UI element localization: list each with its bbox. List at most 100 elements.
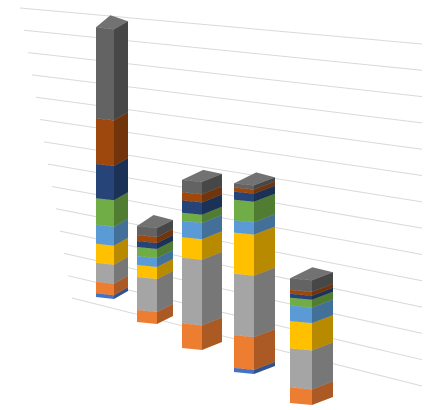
bar-front-face: [290, 289, 312, 296]
bar-front-face: [182, 257, 202, 326]
bar-front-face: [234, 367, 254, 374]
bar-segment: [290, 287, 333, 300]
bar-side-face: [157, 220, 173, 237]
bar-side-face: [254, 181, 275, 194]
bar-side-face: [202, 173, 222, 195]
gridline: [35, 96, 423, 150]
bar-segment: [290, 272, 333, 292]
bar-stack: [96, 15, 128, 299]
bar-front-face: [234, 335, 254, 370]
bar-side-face: [114, 237, 128, 265]
gridline: [31, 74, 423, 124]
bar-side-face: [157, 250, 173, 267]
bar-front-face: [182, 192, 202, 203]
bar-front-face: [234, 187, 254, 194]
bar-side-face: [312, 342, 333, 390]
bar-side-face: [202, 194, 222, 215]
bar-front-face: [96, 293, 114, 299]
bar-side-face: [157, 229, 173, 243]
bar-segment: [182, 186, 222, 203]
bar-top-face: [137, 215, 173, 228]
bar-segment: [137, 229, 173, 243]
bar-side-face: [202, 231, 222, 260]
bars: [96, 15, 333, 405]
gridline: [27, 52, 423, 98]
bar-side-face: [114, 275, 128, 296]
bar-segment: [234, 185, 275, 202]
bar-segment: [290, 381, 333, 405]
bar-segment: [182, 206, 222, 223]
bar-segment: [96, 192, 128, 227]
bar-segment: [234, 267, 275, 338]
bar-top-face: [234, 172, 275, 186]
gridline: [19, 7, 423, 45]
bar-segment: [182, 173, 222, 195]
bar-side-face: [114, 218, 128, 246]
bar-segment: [96, 218, 128, 246]
bar-stack: [290, 267, 333, 405]
bar-front-face: [290, 387, 312, 405]
bar-segment: [137, 235, 173, 249]
bar-side-face: [254, 177, 275, 190]
bar-top-face: [96, 15, 128, 30]
bar-side-face: [254, 267, 275, 338]
bar-side-face: [157, 259, 173, 279]
bar-side-face: [312, 291, 333, 308]
bar-front-face: [234, 199, 254, 223]
bar-front-face: [96, 198, 114, 227]
bar-front-face: [182, 179, 202, 195]
bar-segment: [182, 214, 222, 240]
bar-front-face: [182, 212, 202, 223]
bar-side-face: [254, 214, 275, 235]
bar-front-face: [290, 321, 312, 351]
bar-segment: [182, 231, 222, 260]
bar-side-face: [157, 235, 173, 249]
bar-front-face: [182, 220, 202, 240]
bar-side-face: [312, 287, 333, 300]
bar-front-face: [96, 118, 114, 166]
bar-segment: [290, 315, 333, 351]
bar-side-face: [114, 21, 128, 121]
bar-segment: [137, 271, 173, 312]
bar-side-face: [254, 193, 275, 223]
bar-stack: [234, 172, 275, 374]
bar-segment: [182, 251, 222, 326]
bar-side-face: [254, 329, 275, 370]
bar-front-face: [96, 281, 114, 296]
bar-side-face: [114, 287, 128, 299]
bar-front-face: [137, 310, 157, 324]
bar-side-face: [157, 271, 173, 312]
bar-front-face: [290, 305, 312, 324]
bar-front-face: [290, 297, 312, 308]
bar-side-face: [254, 226, 275, 276]
bar-segment: [96, 158, 128, 201]
bar-front-face: [234, 273, 254, 338]
bar-front-face: [234, 220, 254, 235]
bar-side-face: [312, 283, 333, 296]
bar-front-face: [137, 235, 157, 243]
bar-side-face: [312, 315, 333, 351]
bar-front-face: [234, 191, 254, 202]
bar-front-face: [137, 277, 157, 312]
bar-front-face: [137, 247, 157, 258]
bar-segment: [96, 112, 128, 166]
bar-front-face: [137, 265, 157, 279]
bar-stack: [182, 169, 222, 350]
bar-front-face: [290, 278, 312, 292]
bar-front-face: [137, 226, 157, 237]
bar-side-face: [202, 317, 222, 350]
bar-segment: [137, 304, 173, 324]
bar-segment: [96, 275, 128, 296]
bar-side-face: [202, 186, 222, 203]
bar-segment: [234, 181, 275, 194]
bar-segment: [234, 193, 275, 223]
bar-front-face: [96, 224, 114, 246]
bar-stack: [137, 215, 173, 324]
bar-segment: [96, 256, 128, 284]
bar-side-face: [114, 112, 128, 166]
bar-segment: [137, 259, 173, 279]
bar-segment: [234, 361, 275, 374]
bar-front-face: [182, 237, 202, 260]
gridline: [23, 29, 423, 71]
